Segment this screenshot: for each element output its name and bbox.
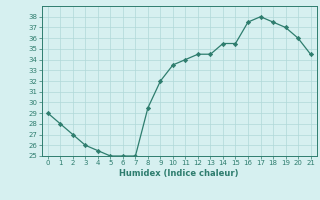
X-axis label: Humidex (Indice chaleur): Humidex (Indice chaleur) — [119, 169, 239, 178]
